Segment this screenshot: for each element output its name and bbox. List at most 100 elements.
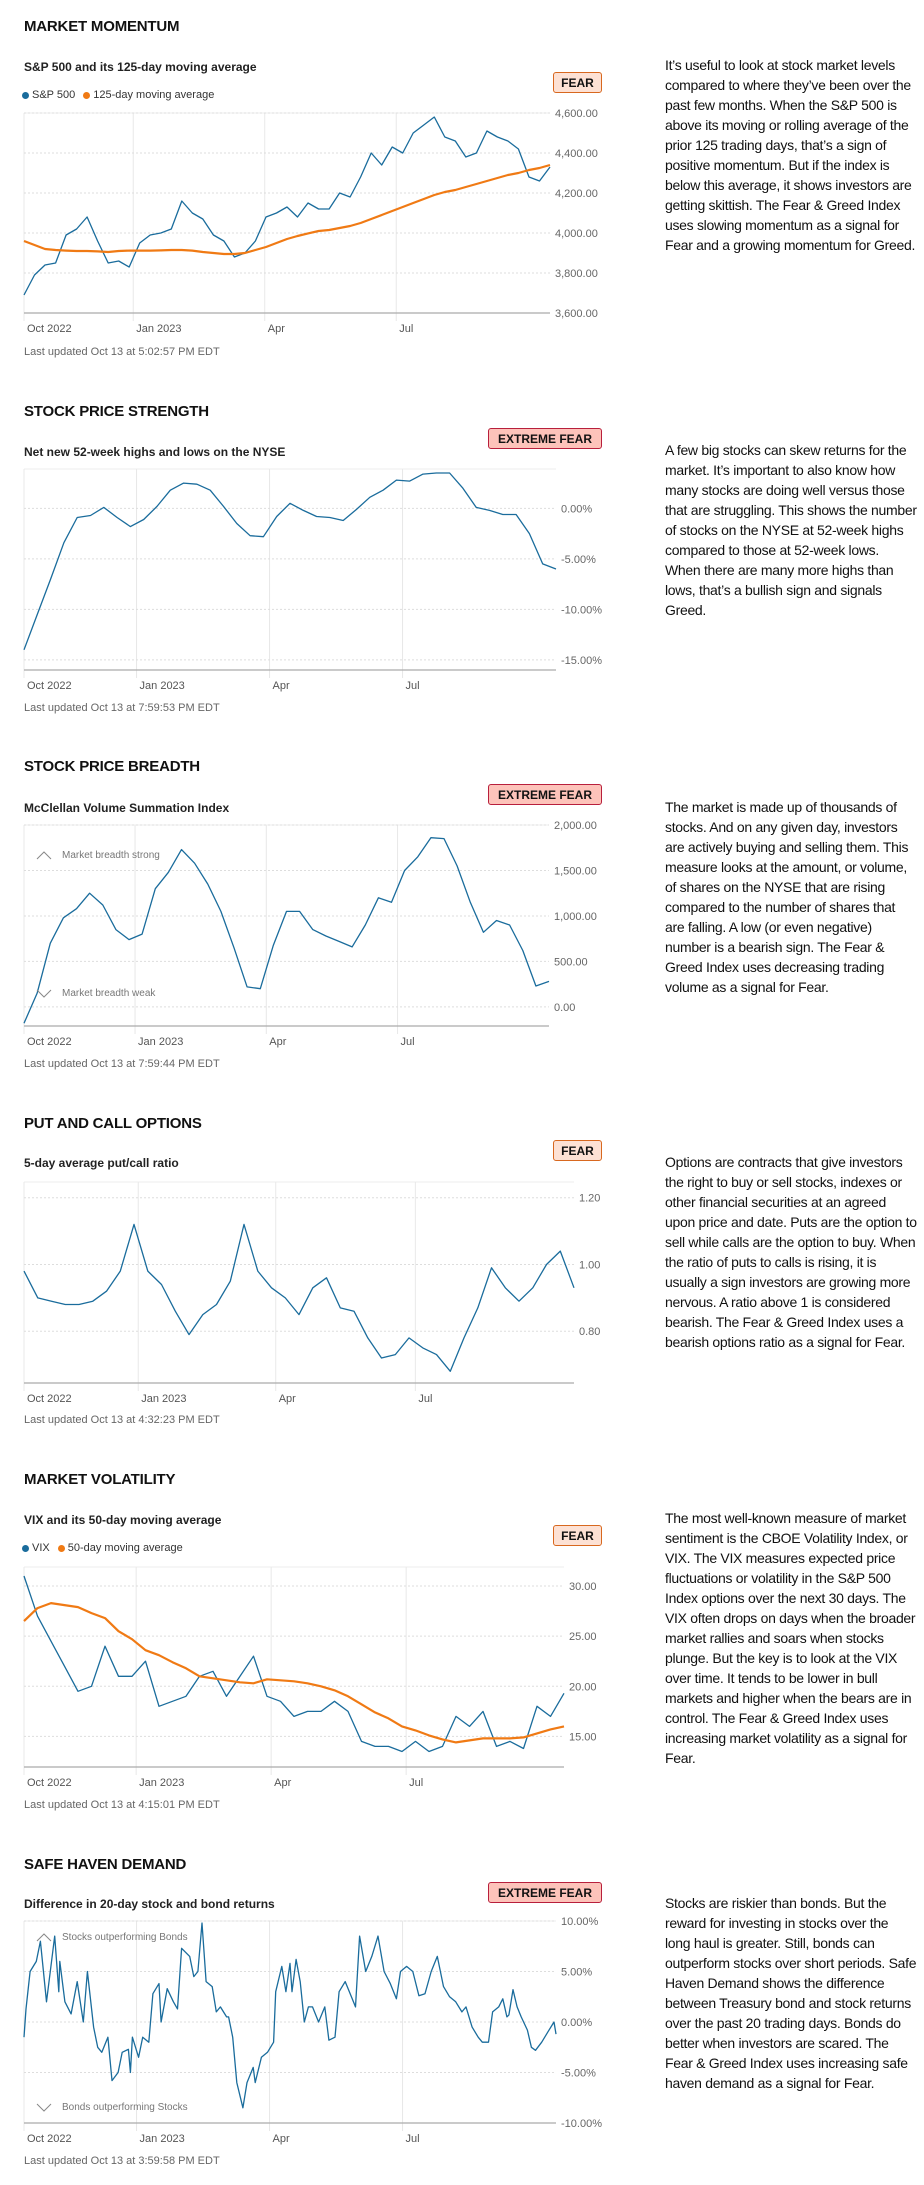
y-tick-label: -10.00% [561, 2118, 602, 2130]
legend-label: 125-day moving average [93, 89, 215, 101]
x-tick-label: Jul [406, 2133, 420, 2145]
y-tick-label: 4,400.00 [555, 148, 598, 160]
legend-label: 50-day moving average [67, 1542, 183, 1554]
section-title: SAFE HAVEN DEMAND [24, 1856, 187, 1873]
x-tick-label: Jan 2023 [136, 323, 181, 335]
x-tick-label: Jan 2023 [140, 680, 185, 692]
section-title: MARKET VOLATILITY [24, 1471, 176, 1488]
vix-chart: Oct 2022 Jan 2023 Apr Jul 30.00 25.00 20.00 15.… [23, 1566, 597, 1789]
y-tick-label: 25.00 [569, 1631, 597, 1643]
x-tick-label: Apr [268, 323, 285, 335]
sentiment-badge: FEAR [553, 1525, 602, 1546]
legend-label: S&P 500 [32, 89, 76, 101]
y-tick-label: 1,500.00 [554, 865, 597, 877]
series-line-stock-minus-bond-20-day-return- [23, 1922, 557, 2109]
y-tick-label: 0.80 [579, 1326, 600, 1338]
last-updated: Last updated Oct 13 at 3:59:58 PM EDT [24, 2155, 220, 2167]
sp500-chart: Oct 2022 Jan 2023 Apr Jul 4,600.00 4,400.00 4,… [23, 108, 598, 335]
annotation-label: Stocks outperforming Bonds [62, 1932, 188, 1943]
x-tick-label: Jan 2023 [139, 1777, 184, 1789]
last-updated: Last updated Oct 13 at 4:32:23 PM EDT [24, 1414, 220, 1426]
annotation-stocks-outperforming: Stocks outperforming Bonds [36, 1932, 188, 1943]
series-line-s-p-500 [23, 116, 551, 296]
y-tick-label: -5.00% [561, 554, 596, 566]
section-description: A few big stocks can skew returns for th… [665, 442, 917, 618]
y-tick-label: 15.00 [569, 1731, 597, 1743]
sentiment-badge: EXTREME FEAR [488, 1882, 602, 1903]
legend-item-vix: VIX [22, 1540, 50, 1556]
chart-legend: VIX 50-day moving average [22, 1540, 183, 1556]
section-description: It’s useful to look at stock market leve… [665, 57, 916, 253]
y-tick-label: 10.00% [561, 1916, 599, 1928]
y-tick-label: -15.00% [561, 655, 602, 667]
legend-item-sp500: S&P 500 [22, 87, 75, 103]
y-tick-label: 4,000.00 [555, 228, 598, 240]
annotation-weak: Market breadth weak [36, 988, 155, 999]
sentiment-badge: EXTREME FEAR [488, 428, 602, 449]
section-title: STOCK PRICE STRENGTH [24, 403, 209, 420]
legend-item-moving-average: 50-day moving average [57, 1540, 183, 1556]
chart-subtitle: VIX and its 50-day moving average [24, 1513, 222, 1527]
y-tick-label: 4,200.00 [555, 188, 598, 200]
annotation-label: Bonds outperforming Stocks [62, 2102, 188, 2113]
mcclellan-chart: Oct 2022 Jan 2023 Apr Jul 2,000.00 1,500.00 1,… [23, 820, 597, 1048]
chart-subtitle: Difference in 20-day stock and bond retu… [24, 1897, 275, 1911]
x-tick-label: Oct 2022 [27, 323, 72, 335]
x-tick-label: Oct 2022 [27, 680, 72, 692]
section-description: Options are contracts that give investor… [665, 1154, 917, 1350]
x-tick-label: Jul [406, 680, 420, 692]
chart-subtitle: Net new 52-week highs and lows on the NY… [24, 445, 286, 459]
sentiment-badge: EXTREME FEAR [488, 784, 602, 805]
section-title: STOCK PRICE BREADTH [24, 758, 200, 775]
last-updated: Last updated Oct 13 at 7:59:53 PM EDT [24, 702, 220, 714]
x-tick-label: Oct 2022 [27, 1036, 72, 1048]
x-tick-label: Jan 2023 [138, 1036, 183, 1048]
last-updated: Last updated Oct 13 at 4:15:01 PM EDT [24, 1799, 220, 1811]
chart-subtitle: S&P 500 and its 125-day moving average [24, 60, 257, 74]
safe-haven-chart: Oct 2022 Jan 2023 Apr Jul 10.00% 5.00% 0.00% -5… [23, 1916, 602, 2145]
x-tick-label: Apr [269, 1036, 286, 1048]
y-tick-label: 30.00 [569, 1581, 597, 1593]
sentiment-badge: FEAR [553, 72, 602, 93]
y-tick-label: 2,000.00 [554, 820, 597, 832]
x-tick-label: Oct 2022 [27, 2133, 72, 2145]
chevron-down-icon [36, 2103, 52, 2112]
x-tick-label: Jul [418, 1393, 432, 1405]
section-title: PUT AND CALL OPTIONS [24, 1115, 202, 1132]
y-tick-label: 0.00% [561, 503, 592, 515]
put-call-chart: Oct 2022 Jan 2023 Apr Jul 1.20 1.00 0.80 [23, 1181, 600, 1405]
section-description: The most well-known measure of market se… [665, 1510, 916, 1766]
x-tick-label: Jul [399, 323, 413, 335]
y-tick-label: -10.00% [561, 604, 602, 616]
y-tick-label: 0.00% [561, 2017, 592, 2029]
series-dot-icon [22, 1544, 29, 1552]
series-line-125-day-moving-average [23, 163, 551, 256]
y-tick-label: 5.00% [561, 1967, 592, 1979]
series-dot-icon [83, 91, 91, 99]
annotation-label: Market breadth strong [62, 850, 160, 861]
x-tick-label: Jan 2023 [141, 1393, 186, 1405]
annotation-label: Market breadth weak [62, 988, 156, 999]
series-line-50-day-moving-average [23, 1602, 565, 1744]
x-tick-label: Apr [279, 1393, 296, 1405]
y-tick-label: 1.20 [579, 1193, 600, 1205]
series-line-mcclellan-volume-summation-index [23, 837, 550, 1024]
x-tick-label: Oct 2022 [27, 1777, 72, 1789]
chart-legend: S&P 500 125-day moving average [22, 87, 214, 103]
x-tick-label: Jul [401, 1036, 415, 1048]
x-tick-label: Jul [409, 1777, 423, 1789]
series-dot-icon [57, 1544, 65, 1552]
series-line-put-call-ratio [23, 1223, 575, 1372]
section-description: Stocks are riskier than bonds. But the r… [665, 1895, 917, 2091]
chevron-up-icon [36, 1933, 52, 1942]
y-tick-label: 3,800.00 [555, 268, 598, 280]
x-tick-label: Jan 2023 [140, 2133, 185, 2145]
annotation-bonds-outperforming: Bonds outperforming Stocks [36, 2102, 188, 2113]
chevron-down-icon [36, 989, 52, 998]
series-dot-icon [22, 91, 29, 99]
y-tick-label: 3,600.00 [555, 308, 598, 320]
y-tick-label: -5.00% [561, 2068, 596, 2080]
last-updated: Last updated Oct 13 at 5:02:57 PM EDT [24, 346, 220, 358]
y-tick-label: 500.00 [554, 956, 588, 968]
section-title: MARKET MOMENTUM [24, 18, 180, 35]
